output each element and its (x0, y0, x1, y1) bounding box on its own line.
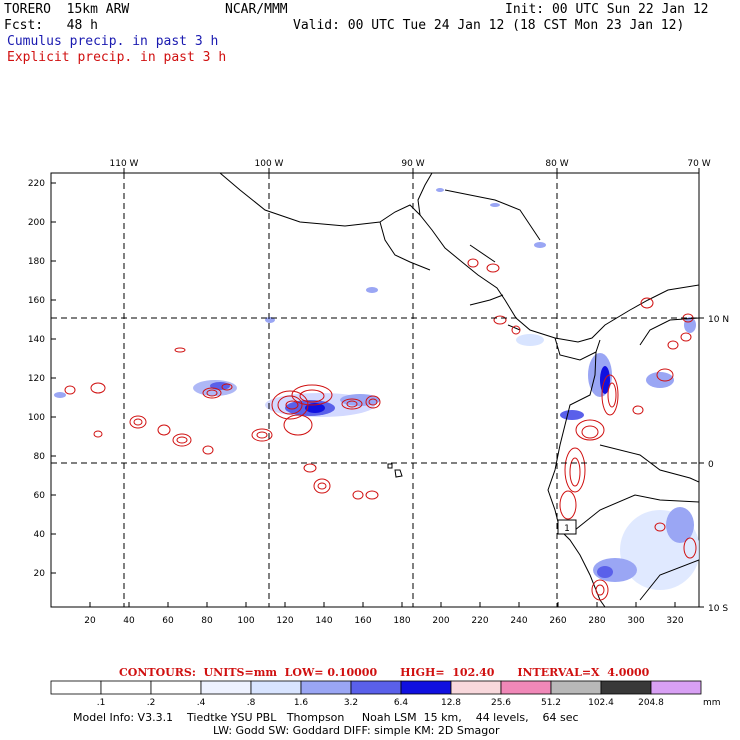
x-tick-label: 260 (549, 616, 566, 626)
cumulus-field-label: Cumulus precip. in past 3 h (7, 34, 219, 49)
contour-info: CONTOURS: UNITS=mm LOW= 0.10000 HIGH= 10… (119, 666, 650, 679)
colorbar-swatch (250, 680, 302, 695)
coastlines (219, 173, 699, 607)
colorbar-swatch (550, 680, 602, 695)
x-tick-label: 140 (315, 616, 332, 626)
colorbar-swatch (300, 680, 352, 695)
x-tick-label: 180 (393, 616, 410, 626)
y-tick-label: 40 (34, 530, 46, 540)
x-tick-label: 100 (237, 616, 254, 626)
colorbar-label: .8 (247, 698, 256, 708)
y-tick-label: 80 (34, 452, 46, 462)
highlight-box (557, 519, 577, 535)
colorbar-swatch (200, 680, 252, 695)
precip-colorbar: .1 .2 .4 .8 1.6 3.2 6.4 12.8 25.6 51.2 102.4 204.8 m… (50, 680, 721, 708)
colorbar-swatch (350, 680, 402, 695)
colorbar-swatch (400, 680, 452, 695)
colorbar-label: .1 (97, 698, 106, 708)
colorbar-unit: mm (703, 698, 721, 708)
colorbar-label: 51.2 (541, 698, 561, 708)
x-tick-label: 120 (276, 616, 293, 626)
colorbar-label: 204.8 (638, 698, 664, 708)
x-tick-label: 200 (432, 616, 449, 626)
x-tick-label: 160 (354, 616, 371, 626)
y-tick-label: 20 (34, 569, 46, 579)
lat-label-10n: 10 N (708, 315, 729, 325)
forecast-hour: Fcst: 48 h (4, 18, 98, 33)
y-tick-label: 140 (28, 335, 45, 345)
axis-ticks (51, 168, 704, 608)
colorbar-label: 102.4 (588, 698, 614, 708)
colorbar-label: 12.8 (441, 698, 461, 708)
lat-label-10s: 10 S (708, 604, 728, 614)
colorbar-label: 1.6 (294, 698, 309, 708)
lon-label-110w: 110 W (110, 159, 139, 169)
y-tick-label: 180 (28, 257, 45, 267)
organization-label: NCAR/MMM (225, 2, 288, 17)
lon-label-90w: 90 W (401, 159, 424, 169)
colorbar-swatch (500, 680, 552, 695)
model-info-line2: LW: Godd SW: Goddard DIFF: simple KM: 2D… (213, 724, 500, 737)
colorbar-swatch (600, 680, 652, 695)
colorbar-label: .2 (147, 698, 156, 708)
y-tick-label: 60 (34, 491, 46, 501)
y-tick-label: 120 (28, 374, 45, 384)
y-tick-label: 160 (28, 296, 45, 306)
colorbar-swatch (50, 680, 102, 695)
colorbar-label: 6.4 (394, 698, 409, 708)
y-tick-label: 100 (28, 413, 45, 423)
lat-label-0: 0 (708, 460, 714, 470)
x-tick-label: 280 (588, 616, 605, 626)
lon-label-80w: 80 W (545, 159, 568, 169)
highlight-box-label: 1 (564, 524, 570, 534)
model-title: TORERO 15km ARW (4, 2, 130, 17)
colorbar-swatch (450, 680, 502, 695)
lat-lon-grid (51, 173, 699, 607)
lon-label-70w: 70 W (687, 159, 710, 169)
x-tick-label: 320 (666, 616, 683, 626)
colorbar-label: 3.2 (344, 698, 358, 708)
x-tick-label: 20 (84, 616, 96, 626)
colorbar-swatch (100, 680, 152, 695)
x-tick-label: 60 (162, 616, 174, 626)
y-tick-label: 220 (28, 179, 45, 189)
init-time: Init: 00 UTC Sun 22 Jan 12 (505, 2, 709, 17)
explicit-field-label: Explicit precip. in past 3 h (7, 50, 227, 65)
y-tick-label: 200 (28, 218, 45, 228)
x-tick-label: 240 (510, 616, 527, 626)
colorbar-label: .4 (197, 698, 206, 708)
colorbar-swatch (650, 680, 702, 695)
x-tick-label: 300 (627, 616, 644, 626)
x-tick-label: 80 (201, 616, 213, 626)
x-tick-label: 220 (471, 616, 488, 626)
x-tick-label: 40 (123, 616, 135, 626)
explicit-precip-contours (64, 258, 697, 601)
colorbar-label: 25.6 (491, 698, 511, 708)
model-info-line1: Model Info: V3.3.1 Tiedtke YSU PBL Thomp… (73, 711, 579, 724)
lon-label-100w: 100 W (255, 159, 284, 169)
colorbar-swatch (150, 680, 202, 695)
valid-time: Valid: 00 UTC Tue 24 Jan 12 (18 CST Mon … (293, 18, 685, 33)
